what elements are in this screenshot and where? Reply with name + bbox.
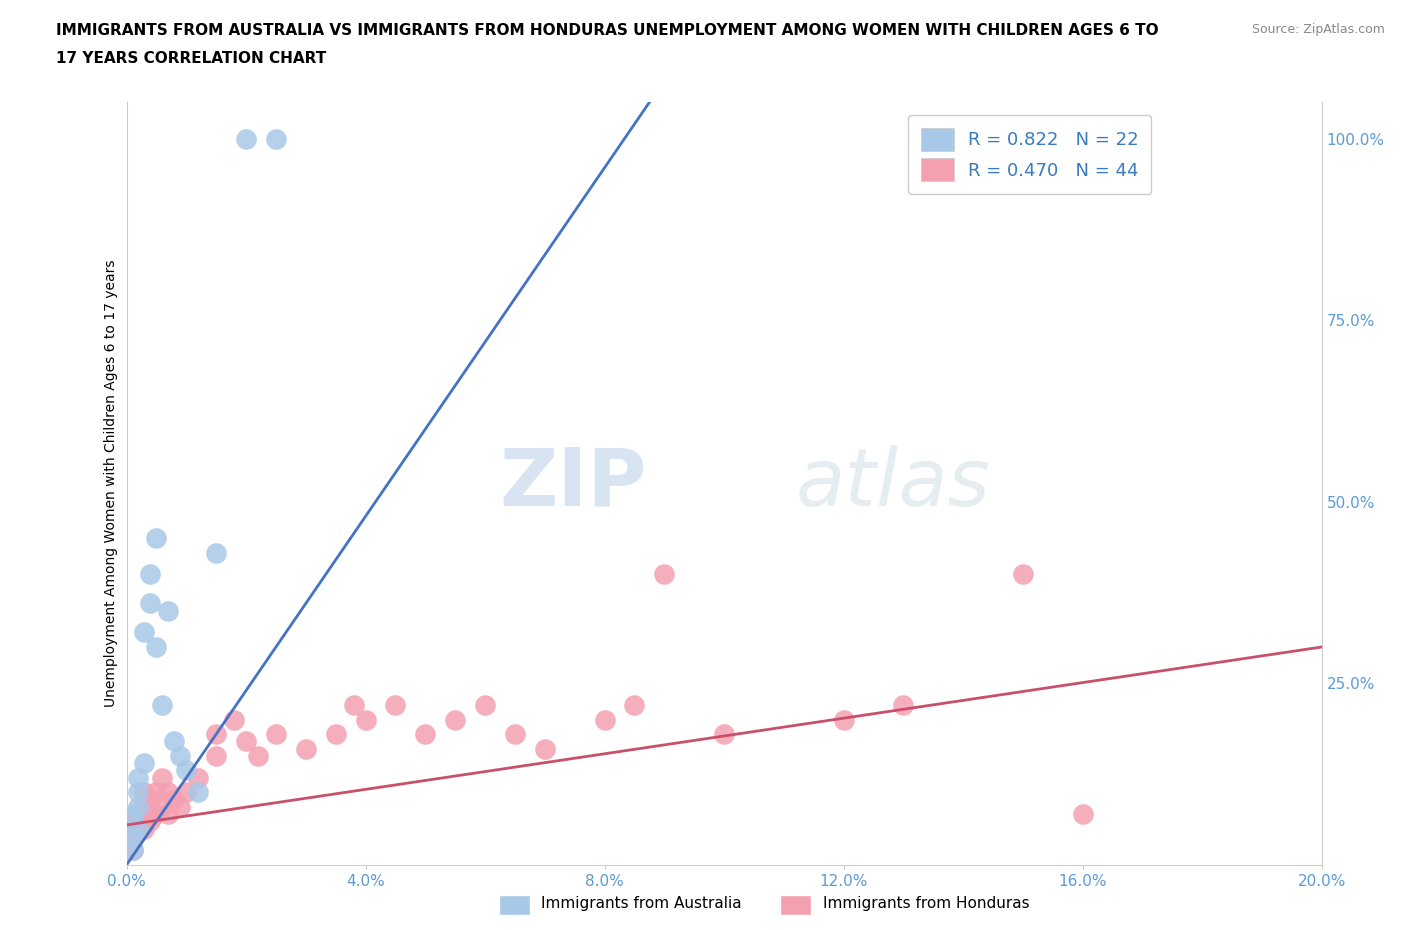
Point bbox=[264, 131, 287, 146]
Point bbox=[134, 821, 156, 836]
Point bbox=[343, 698, 366, 712]
Point bbox=[384, 698, 406, 712]
Point bbox=[294, 741, 316, 756]
Point bbox=[134, 800, 156, 815]
Point bbox=[187, 770, 209, 785]
Point bbox=[534, 741, 557, 756]
Point bbox=[163, 792, 186, 807]
Point bbox=[623, 698, 645, 712]
Point bbox=[174, 785, 197, 800]
Point bbox=[127, 821, 149, 836]
Point bbox=[121, 806, 143, 821]
Point bbox=[235, 131, 257, 146]
Point bbox=[152, 800, 174, 815]
Point bbox=[1011, 567, 1033, 582]
Point bbox=[145, 785, 167, 800]
Point bbox=[121, 843, 143, 857]
Point bbox=[174, 763, 197, 777]
Point bbox=[145, 531, 167, 546]
Point bbox=[205, 749, 228, 764]
Point bbox=[121, 829, 143, 844]
Legend: R = 0.822   N = 22, R = 0.470   N = 44: R = 0.822 N = 22, R = 0.470 N = 44 bbox=[908, 115, 1152, 194]
Point bbox=[893, 698, 915, 712]
Text: atlas: atlas bbox=[796, 445, 991, 523]
Point bbox=[247, 749, 270, 764]
Point bbox=[157, 806, 180, 821]
Point bbox=[134, 785, 156, 800]
Point bbox=[713, 726, 735, 741]
Point bbox=[205, 545, 228, 560]
Point bbox=[415, 726, 437, 741]
Point bbox=[169, 800, 191, 815]
Point bbox=[134, 756, 156, 771]
Point bbox=[187, 785, 209, 800]
Point bbox=[444, 712, 467, 727]
Point bbox=[152, 698, 174, 712]
Point bbox=[652, 567, 675, 582]
Text: Immigrants from Australia: Immigrants from Australia bbox=[541, 897, 742, 911]
Text: IMMIGRANTS FROM AUSTRALIA VS IMMIGRANTS FROM HONDURAS UNEMPLOYMENT AMONG WOMEN W: IMMIGRANTS FROM AUSTRALIA VS IMMIGRANTS … bbox=[56, 23, 1159, 38]
Point bbox=[222, 712, 246, 727]
Point bbox=[145, 806, 167, 821]
Point bbox=[127, 785, 149, 800]
Point bbox=[593, 712, 616, 727]
Point bbox=[163, 734, 186, 749]
Point bbox=[145, 640, 167, 655]
Point bbox=[121, 843, 143, 857]
Point bbox=[354, 712, 377, 727]
Point bbox=[235, 734, 257, 749]
Point bbox=[205, 726, 228, 741]
Y-axis label: Unemployment Among Women with Children Ages 6 to 17 years: Unemployment Among Women with Children A… bbox=[104, 259, 118, 708]
Point bbox=[127, 821, 149, 836]
Point bbox=[121, 814, 143, 829]
Point bbox=[169, 749, 191, 764]
Point bbox=[121, 829, 143, 844]
Point bbox=[139, 567, 162, 582]
Point bbox=[127, 806, 149, 821]
Point bbox=[139, 814, 162, 829]
Point bbox=[152, 770, 174, 785]
Point bbox=[127, 800, 149, 815]
Point bbox=[474, 698, 496, 712]
Text: 17 YEARS CORRELATION CHART: 17 YEARS CORRELATION CHART bbox=[56, 51, 326, 66]
Point bbox=[832, 712, 855, 727]
Text: ZIP: ZIP bbox=[499, 445, 647, 523]
Point bbox=[134, 625, 156, 640]
Text: Immigrants from Honduras: Immigrants from Honduras bbox=[823, 897, 1029, 911]
Point bbox=[264, 726, 287, 741]
Text: Source: ZipAtlas.com: Source: ZipAtlas.com bbox=[1251, 23, 1385, 36]
Point bbox=[157, 785, 180, 800]
Point bbox=[503, 726, 526, 741]
Point bbox=[325, 726, 347, 741]
Point bbox=[139, 596, 162, 611]
Point bbox=[157, 604, 180, 618]
Point bbox=[1071, 806, 1094, 821]
Point bbox=[127, 770, 149, 785]
Point bbox=[139, 792, 162, 807]
